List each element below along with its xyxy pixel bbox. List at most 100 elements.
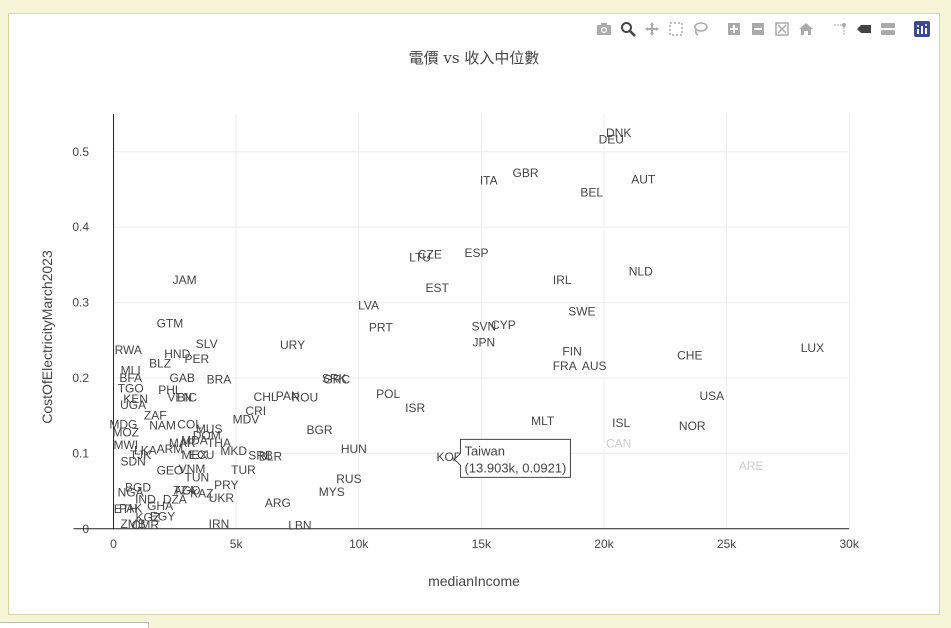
data-point-label[interactable]: LTU	[409, 250, 431, 264]
data-point-label[interactable]: BLZ	[149, 357, 171, 371]
data-point-label[interactable]: CZE	[418, 247, 442, 261]
data-point-label[interactable]: NOR	[679, 419, 706, 433]
data-point-label[interactable]: GHA	[147, 499, 173, 513]
data-point-label[interactable]: GEO	[157, 464, 184, 478]
autoscale-icon[interactable]	[771, 19, 793, 39]
data-point-label[interactable]: MAR	[169, 436, 196, 450]
scatter-plot[interactable]: 0 5k 10k 15k 20k 25k 30k00.10.20.30.40.5DNKDEU…	[9, 14, 939, 614]
data-point-label[interactable]: VNM	[179, 462, 206, 476]
data-point-label[interactable]: JAM	[173, 273, 197, 287]
data-point-label[interactable]: EGY	[150, 510, 175, 524]
data-point-label[interactable]: LBN	[288, 519, 311, 533]
data-point-label[interactable]: PAN	[276, 389, 300, 403]
data-point-label[interactable]: UGA	[120, 398, 146, 412]
data-point-label[interactable]: JPN	[472, 336, 495, 350]
data-point-label[interactable]: BRA	[207, 372, 232, 386]
data-point-label[interactable]: AUT	[631, 173, 656, 187]
data-point-label[interactable]: PHL	[158, 383, 182, 397]
data-point-label[interactable]: KGZ	[136, 510, 161, 524]
data-point-label[interactable]: TUR	[231, 463, 256, 477]
data-point-label[interactable]: ETH	[114, 502, 138, 516]
data-point-label[interactable]: MKD	[220, 444, 247, 458]
data-point-label[interactable]: DNK	[606, 126, 631, 140]
data-point-label[interactable]: ZAF	[144, 409, 167, 423]
data-point-label[interactable]: AGO	[174, 483, 201, 497]
data-point-label[interactable]: MYS	[319, 485, 345, 499]
data-point-label[interactable]: ARG	[265, 496, 291, 510]
data-point-label[interactable]: ARM	[157, 442, 184, 456]
data-point-label[interactable]: LKA	[134, 443, 157, 457]
data-point-label[interactable]: ZMB	[120, 517, 145, 531]
data-point-label[interactable]: GRC	[323, 372, 350, 386]
data-point-label[interactable]: BGR	[307, 423, 333, 437]
data-point-label[interactable]: NAM	[149, 418, 176, 432]
data-point-label[interactable]: MDA	[181, 434, 208, 448]
box-select-icon[interactable]	[665, 19, 687, 39]
data-point-label[interactable]: SRK	[322, 372, 347, 386]
data-point-label[interactable]: CRI	[245, 404, 266, 418]
data-point-label[interactable]: ESP	[464, 246, 488, 260]
data-point-label[interactable]: SDN	[120, 455, 145, 469]
pan-icon[interactable]	[641, 19, 663, 39]
data-point-label[interactable]: LUX	[801, 341, 824, 355]
data-point-label[interactable]: ISR	[405, 401, 425, 415]
data-point-label[interactable]: ISL	[612, 416, 630, 430]
data-point-label[interactable]: MLI	[121, 363, 141, 377]
data-point-label[interactable]: PRT	[369, 320, 393, 334]
data-point-label[interactable]: PAK	[119, 501, 142, 515]
data-point-label[interactable]: BIC	[177, 391, 197, 405]
data-point-label[interactable]: POL	[376, 387, 400, 401]
zoom-in-icon[interactable]	[723, 19, 745, 39]
data-point-label[interactable]: ITA	[480, 173, 498, 187]
data-point-label[interactable]: COL	[177, 418, 202, 432]
data-point-label[interactable]: ARE	[739, 459, 764, 473]
data-point-label[interactable]: DEU	[599, 133, 624, 147]
data-point-label[interactable]: CYP	[491, 318, 516, 332]
zoom-icon[interactable]	[617, 19, 639, 39]
data-point-label[interactable]: THA	[207, 436, 231, 450]
data-point-label[interactable]: MDV	[233, 412, 260, 426]
data-point-label[interactable]: DOM	[193, 428, 221, 442]
data-point-label[interactable]: FIN	[562, 345, 581, 359]
home-icon[interactable]	[795, 19, 817, 39]
data-point-label[interactable]: IRN	[209, 517, 230, 531]
data-point-label[interactable]: IND	[135, 492, 156, 506]
lasso-icon[interactable]	[689, 19, 711, 39]
data-point-label[interactable]: SRB	[248, 449, 273, 463]
data-point-label[interactable]: PER	[185, 352, 210, 366]
plotly-logo-icon[interactable]	[911, 19, 933, 39]
data-point-label[interactable]: AUS	[582, 359, 607, 373]
data-point-label[interactable]: CHL	[254, 390, 278, 404]
data-point-label[interactable]: ROU	[291, 391, 318, 405]
data-point-label[interactable]: USA	[700, 389, 725, 403]
data-point-label[interactable]: TUN	[185, 470, 210, 484]
data-point-label[interactable]: MEX	[181, 448, 207, 462]
data-point-label[interactable]: HND	[164, 347, 190, 361]
hover-compare-icon[interactable]	[877, 19, 899, 39]
data-point-label[interactable]: TGO	[118, 382, 144, 396]
data-point-label[interactable]: CHE	[677, 348, 702, 362]
data-point-label[interactable]: NLD	[629, 265, 653, 279]
data-point-label[interactable]: MOZ	[112, 425, 139, 439]
data-point-label[interactable]: GTM	[157, 317, 184, 331]
data-point-label[interactable]: SVN	[471, 320, 496, 334]
data-point-label[interactable]: LVA	[358, 299, 379, 313]
data-point-label[interactable]: URY	[280, 338, 305, 352]
data-point-label[interactable]: VEN	[167, 391, 192, 405]
data-point-label[interactable]: TZA	[173, 483, 196, 497]
data-point-label[interactable]: NGA	[118, 486, 144, 500]
data-point-label[interactable]: MWI	[113, 438, 138, 452]
data-point-label[interactable]: KEN	[123, 392, 148, 406]
data-point-label[interactable]: MLT	[531, 414, 555, 428]
data-point-label[interactable]: BFA	[119, 371, 142, 385]
data-point-label[interactable]: SLV	[196, 337, 218, 351]
data-point-label[interactable]: GBR	[512, 166, 538, 180]
data-point-label[interactable]: ECU	[189, 448, 214, 462]
camera-icon[interactable]	[593, 19, 615, 39]
data-point-label[interactable]: BLR	[259, 449, 283, 463]
data-point-label[interactable]: TJK	[130, 448, 151, 462]
data-point-label[interactable]: IRL	[553, 273, 572, 287]
data-point-label[interactable]: FRA	[553, 359, 577, 373]
data-point-label[interactable]: RWA	[115, 343, 142, 357]
data-point-label[interactable]: BGD	[125, 480, 151, 494]
